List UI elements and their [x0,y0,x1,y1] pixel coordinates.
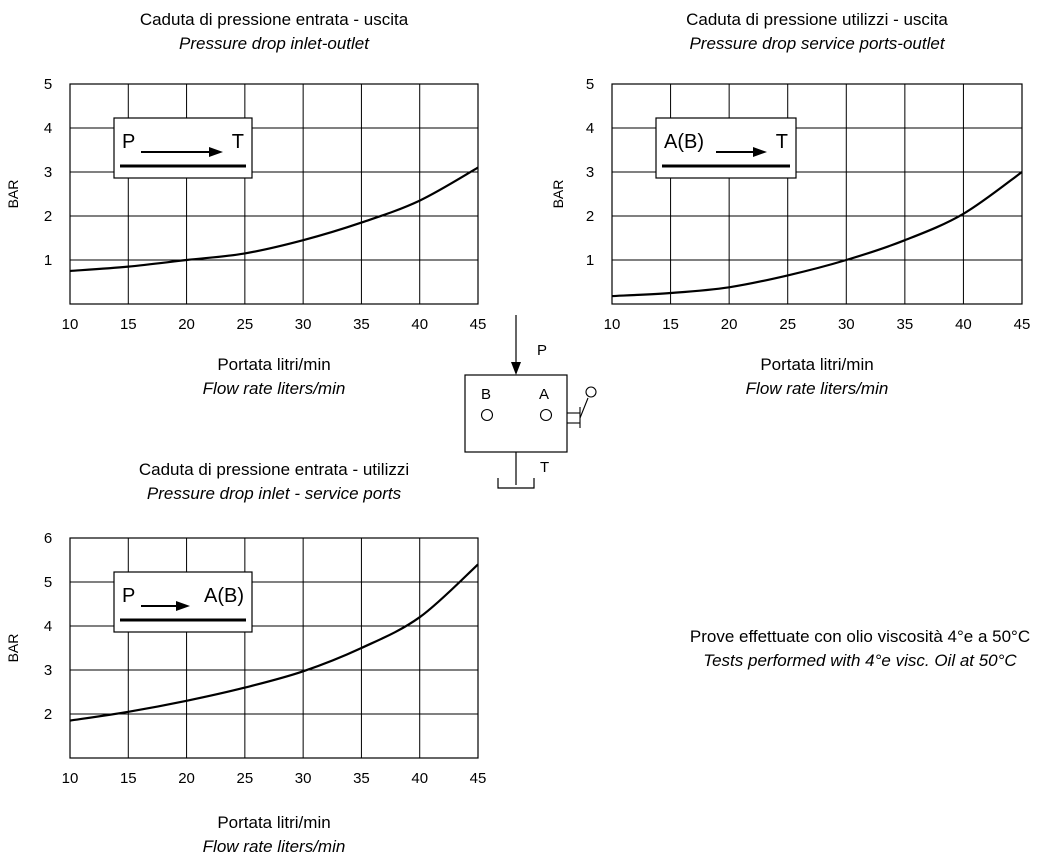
y-tick-label: 4 [586,120,594,137]
x-tick-label: 40 [411,770,428,787]
x-tick-label: 25 [779,316,796,333]
note-line-1: Prove effettuate con olio viscosità 4°e … [689,627,1031,646]
chart3-xlabel2: Flow rate liters/min [202,837,346,856]
valve-symbol-icon: P B A T [464,315,597,489]
flow-inset-box [113,117,253,179]
chart1-title: Caduta di pressione entrata - uscita [139,10,409,29]
port-b-circle [480,408,494,422]
arrow-head-icon [209,147,223,157]
y-tick-label: 6 [44,530,52,547]
x-tick-label: 10 [62,770,79,787]
y-tick-label: 5 [586,76,594,93]
inset-from-label: A(B) [664,131,704,153]
inset-to-label: T [232,131,244,153]
inset-from-label: P [122,585,135,607]
chart2-xlabel2: Flow rate liters/min [745,379,889,398]
y-tick-label: 2 [44,208,52,225]
x-tick-label: 35 [353,770,370,787]
chart2-xlabel: Portata litri/min [760,355,874,374]
chart2-title: Caduta di pressione utilizzi - uscita [686,10,948,29]
chart1-xlabel-block: Portata litri/min Flow rate liters/min [70,353,478,401]
arrow-head-icon [753,147,767,157]
y-axis-label: BAR [550,180,566,209]
y-tick-label: 3 [44,164,52,181]
chart1-xlabel2: Flow rate liters/min [202,379,346,398]
x-tick-label: 35 [897,316,914,333]
y-axis-label: BAR [5,634,21,663]
x-tick-label: 35 [353,316,370,333]
x-tick-label: 15 [120,316,137,333]
inset-to-label: T [776,131,788,153]
x-tick-label: 30 [295,770,312,787]
x-tick-label: 45 [470,770,487,787]
y-tick-label: 3 [586,164,594,181]
chart2-xlabel-block: Portata litri/min Flow rate liters/min [612,353,1022,401]
y-tick-label: 5 [44,574,52,591]
tank-icon [497,478,535,489]
lever-handle [579,397,589,419]
x-tick-label: 30 [838,316,855,333]
chart2-subtitle: Pressure drop service ports-outlet [689,34,945,53]
y-tick-label: 5 [44,76,52,93]
valve-port-b: B [481,386,491,403]
valve-port-t: T [540,459,549,476]
y-tick-label: 1 [44,252,52,269]
x-tick-label: 40 [955,316,972,333]
y-tick-label: 2 [44,706,52,723]
lever-knob [585,386,597,398]
chart3-subtitle: Pressure drop inlet - service ports [146,484,402,503]
y-tick-label: 3 [44,662,52,679]
plot-frame [611,83,1023,305]
inset-from-label: P [122,131,135,153]
y-tick-label: 2 [586,208,594,225]
series-line [69,166,479,273]
valve-port-p: P [537,342,547,359]
series-line [69,563,479,722]
x-tick-label: 25 [237,316,254,333]
p-arrow-icon [511,362,521,375]
chart3-xlabel: Portata litri/min [217,813,331,832]
x-tick-label: 40 [411,316,428,333]
x-tick-label: 10 [62,316,79,333]
x-tick-label: 25 [237,770,254,787]
x-tick-label: 20 [178,770,195,787]
x-tick-label: 20 [178,316,195,333]
x-tick-label: 45 [470,316,487,333]
x-tick-label: 15 [662,316,679,333]
flow-inset-box [655,117,797,179]
chart3-xlabel-block: Portata litri/min Flow rate liters/min [70,811,478,859]
y-tick-label: 1 [586,252,594,269]
x-tick-label: 45 [1014,316,1031,333]
chart1-subtitle: Pressure drop inlet-outlet [179,34,369,53]
test-conditions-note: Prove effettuate con olio viscosità 4°e … [660,625,1042,673]
y-tick-label: 4 [44,120,52,137]
y-tick-label: 4 [44,618,52,635]
x-tick-label: 20 [721,316,738,333]
plot-frame [69,537,479,759]
inset-to-label: A(B) [204,585,244,607]
valve-port-a: A [539,386,549,403]
y-axis-label: BAR [5,180,21,209]
port-a-circle [539,408,553,422]
flow-inset-box [113,571,253,633]
x-tick-label: 30 [295,316,312,333]
x-tick-label: 10 [604,316,621,333]
chart3-title-block: Caduta di pressione entrata - utilizzi P… [70,458,478,506]
series-line [611,171,1023,298]
x-tick-label: 15 [120,770,137,787]
arrow-head-icon [176,601,190,611]
note-line-2: Tests performed with 4°e visc. Oil at 50… [703,651,1017,670]
chart2-title-block: Caduta di pressione utilizzi - uscita Pr… [612,8,1022,56]
chart1-xlabel: Portata litri/min [217,355,331,374]
plot-frame [69,83,479,305]
chart1-title-block: Caduta di pressione entrata - uscita Pre… [70,8,478,56]
chart3-title: Caduta di pressione entrata - utilizzi [138,460,410,479]
